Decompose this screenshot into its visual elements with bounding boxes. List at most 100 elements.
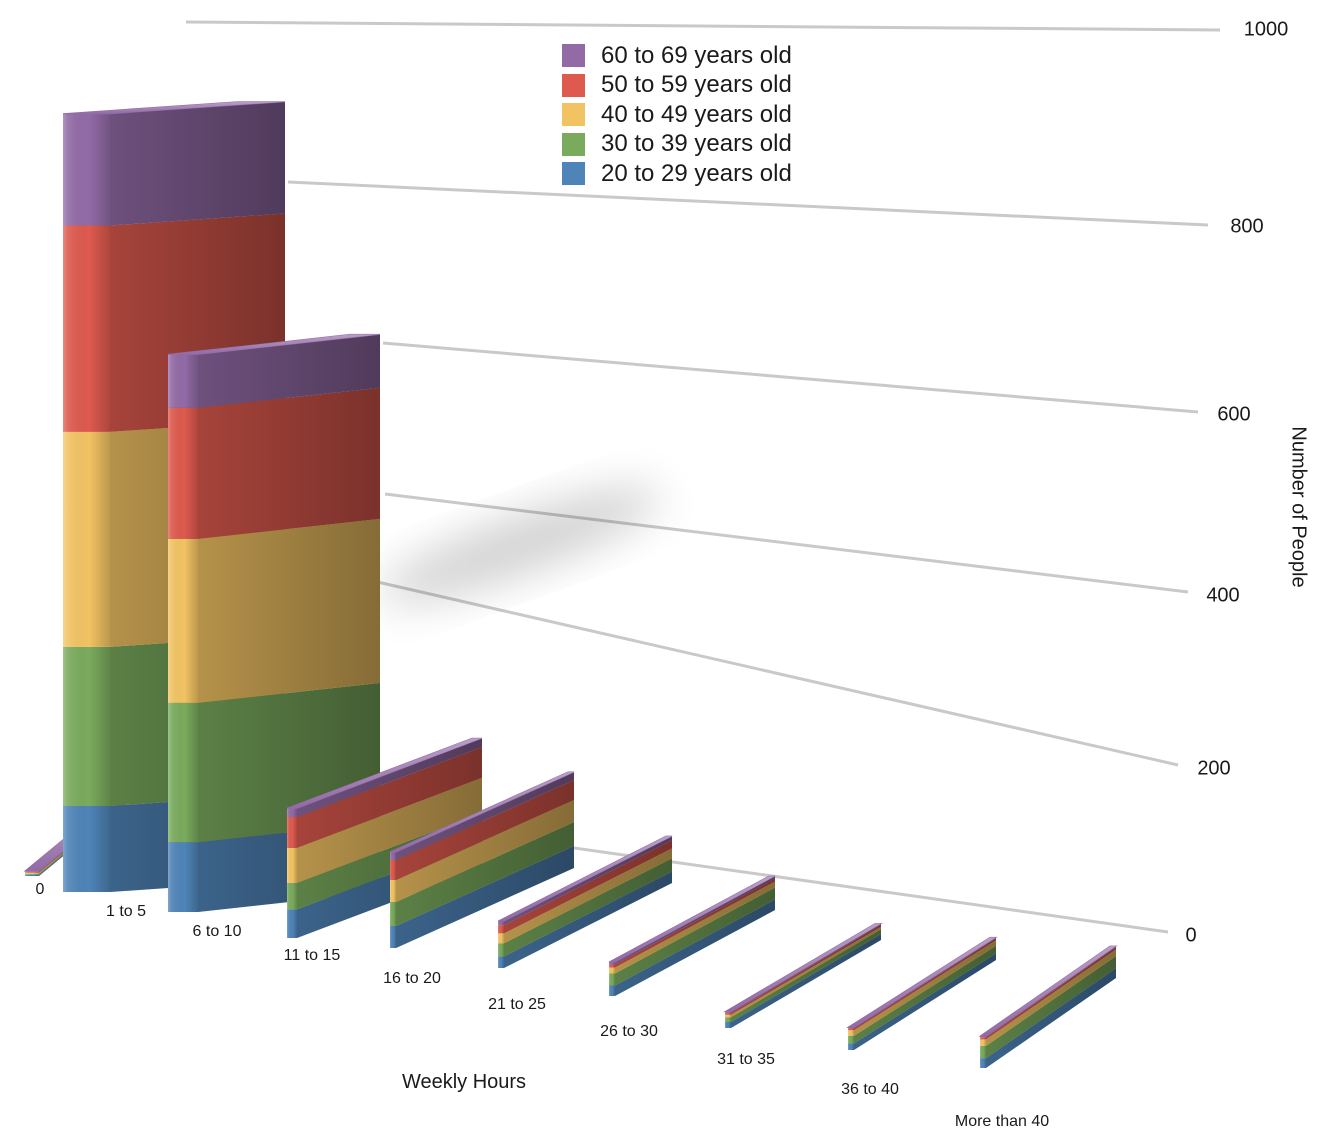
- x-tick-label: More than 40: [955, 1113, 1049, 1130]
- bar-segment-gloss: [848, 1030, 854, 1036]
- bar-segment-side-shade: [504, 836, 672, 926]
- bar-segment-gloss: [498, 925, 504, 934]
- bar-segment-gloss: [390, 926, 396, 948]
- bar-stack: [978, 945, 1118, 1068]
- bar-segment-gloss: [980, 1058, 986, 1068]
- bar-segment-gloss: [63, 431, 110, 647]
- bar-top-shine: [609, 876, 775, 963]
- bar-segment-side-shade: [986, 947, 1116, 1040]
- bar-segment-side-shade: [731, 926, 881, 1018]
- bar-segment-gloss: [63, 646, 110, 806]
- bar-top-shine: [63, 101, 285, 114]
- bar-segment-gloss: [63, 113, 110, 226]
- legend-label: 60 to 69 years old: [601, 41, 792, 69]
- bar-segment-side-shade: [986, 968, 1116, 1068]
- bar-segment-gloss: [848, 1028, 854, 1031]
- x-tick-label: 31 to 35: [717, 1051, 775, 1068]
- bar-segment-gloss: [848, 1027, 854, 1029]
- bar-stack: [497, 835, 673, 968]
- bar-segment-gloss: [725, 1011, 731, 1013]
- legend-label: 40 to 49 years old: [601, 100, 792, 128]
- bar-segment-side-shade: [504, 840, 672, 934]
- y-tick-label: 200: [1197, 757, 1230, 779]
- bar-segment-gloss: [168, 354, 198, 408]
- bar-segment-side-shade: [396, 780, 574, 880]
- bar-segment-gloss: [168, 538, 198, 703]
- bar-segment-side-shade: [986, 949, 1116, 1046]
- bar-segment-gloss: [609, 962, 615, 965]
- legend-item: 30 to 39 years old: [562, 130, 792, 160]
- bar-segment-side-shade: [396, 772, 574, 860]
- bar-segment-side-shade: [731, 924, 881, 1015]
- bar-segment-gloss: [168, 702, 198, 843]
- bar-segment-gloss: [287, 817, 297, 848]
- bar-top-shine: [287, 738, 482, 809]
- bar-segment-gloss: [168, 842, 198, 912]
- bar-segment-side-shade: [986, 956, 1116, 1059]
- bar-segment-gloss: [498, 921, 504, 926]
- bar-segment-side-shade: [615, 887, 775, 986]
- bar-segment-side-shade: [396, 822, 574, 926]
- x-tick-label: 21 to 25: [488, 996, 546, 1013]
- legend-swatch: [562, 44, 585, 68]
- bar-segment-gloss: [287, 909, 297, 938]
- bar-segment-gloss: [725, 1014, 731, 1018]
- bar-top-shine: [390, 772, 574, 852]
- bar-segment-side-shade: [297, 777, 482, 883]
- bar-segment-side-shade: [854, 953, 996, 1050]
- legend-swatch: [562, 162, 585, 186]
- legend-label: 20 to 29 years old: [601, 159, 792, 187]
- legend-swatch: [562, 103, 585, 127]
- bar-segment-side-shade: [854, 945, 996, 1044]
- bar-segment-gloss: [980, 1046, 986, 1059]
- bar-segment-gloss: [848, 1043, 854, 1050]
- legend-item: 50 to 59 years old: [562, 71, 792, 101]
- bar-segment-gloss: [498, 956, 504, 968]
- y-tick-label: 400: [1206, 584, 1239, 606]
- bar-segment-gloss: [980, 1039, 986, 1046]
- bar-stack: [846, 936, 998, 1050]
- y-tick-label: 800: [1230, 215, 1263, 237]
- legend-item: 60 to 69 years old: [562, 41, 792, 71]
- legend-swatch: [562, 132, 585, 156]
- bar-segment-gloss: [980, 1036, 986, 1038]
- bar-stack: [389, 771, 575, 948]
- x-tick-label: 6 to 10: [193, 923, 242, 940]
- y-tick-label: 1000: [1244, 18, 1289, 40]
- bar-segment-gloss: [725, 1012, 731, 1015]
- bar-segment-gloss: [609, 967, 615, 974]
- bar-segment-gloss: [390, 902, 396, 926]
- bar-segment-side-shade: [198, 334, 380, 408]
- x-tick-label: 0: [36, 881, 45, 898]
- bar-segment-gloss: [725, 1017, 731, 1022]
- bar-segment-gloss: [287, 808, 297, 817]
- legend: 60 to 69 years old 50 to 59 years old 40…: [562, 41, 792, 189]
- bar-segment-gloss: [390, 880, 396, 902]
- bar-segment-gloss: [609, 964, 615, 968]
- bar-segment-side-shade: [854, 938, 996, 1031]
- bar-segment-side-shade: [396, 846, 574, 948]
- bar-segment-side-shade: [615, 876, 775, 965]
- bar-segment-gloss: [980, 1037, 986, 1040]
- x-tick-label: 16 to 20: [383, 970, 441, 987]
- bar-segment-side-shade: [854, 940, 996, 1036]
- bar-segment-gloss: [287, 847, 297, 883]
- gridline: [287, 180, 1209, 227]
- bar-top-shine: [848, 937, 996, 1028]
- bar-segment-gloss: [287, 883, 297, 910]
- bar-stack: [608, 875, 776, 996]
- legend-label: 30 to 39 years old: [601, 130, 792, 158]
- bar-segment-side-shade: [504, 858, 672, 957]
- y-tick-label: 0: [1185, 924, 1196, 946]
- bar-segment-gloss: [25, 872, 39, 874]
- x-axis-label: Weekly Hours: [401, 1071, 527, 1093]
- y-axis-label: Number of People: [1287, 426, 1310, 588]
- bar-segment-gloss: [25, 871, 39, 873]
- bar-segment-gloss: [63, 225, 110, 432]
- bar-segment-side-shade: [297, 747, 482, 848]
- bar-segment-gloss: [25, 873, 39, 875]
- bar-top-shine: [168, 334, 380, 355]
- bar-segment-side-shade: [297, 738, 482, 817]
- legend-label: 50 to 59 years old: [601, 71, 792, 99]
